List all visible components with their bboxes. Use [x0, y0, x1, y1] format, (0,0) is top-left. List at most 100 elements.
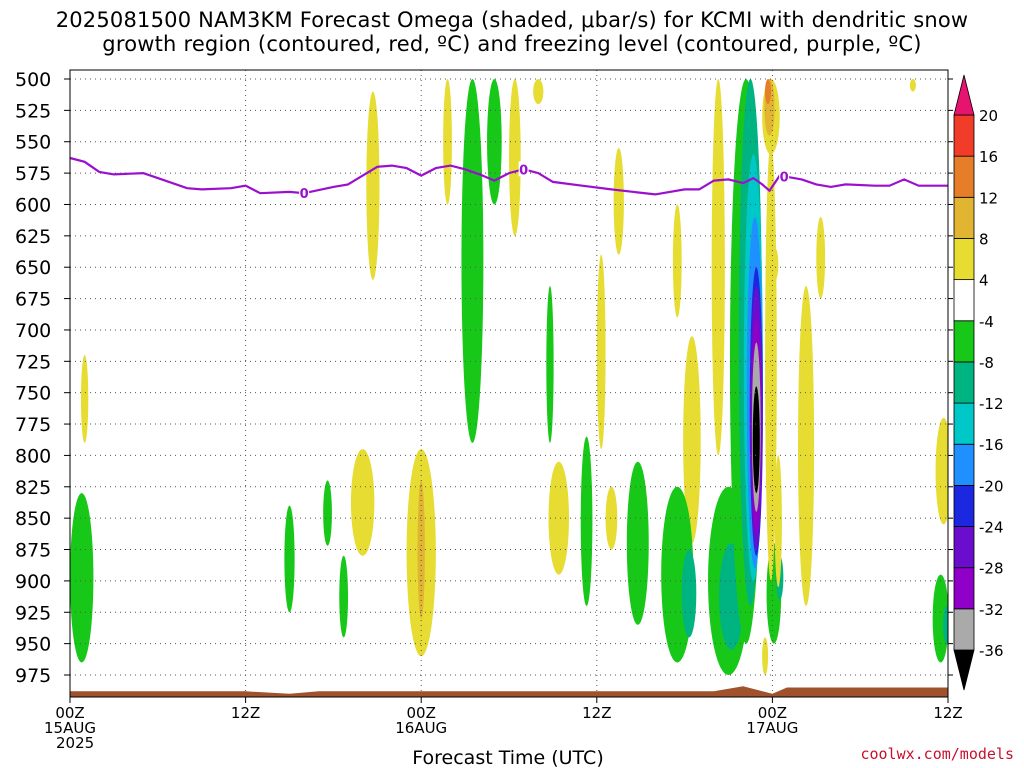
y-tick-label: 625 [15, 226, 51, 248]
omega-cell-16 [580, 436, 593, 606]
colorbar-label: 20 [979, 107, 998, 125]
colorbar-label: -24 [979, 519, 1004, 537]
x-tick-label: 15AUG [44, 719, 96, 737]
omega-cell-50 [935, 417, 948, 525]
y-tick-label: 850 [15, 508, 51, 530]
colorbar-bin [953, 608, 975, 651]
y-tick-label: 725 [15, 351, 51, 373]
omega-cell-25 [711, 79, 725, 456]
freezing-label-bg [299, 185, 310, 201]
x-tick-label: 00Z [55, 704, 84, 722]
omega-cell-47 [798, 286, 815, 606]
omega-cell-21 [672, 204, 682, 318]
omega-cell-13 [533, 79, 544, 105]
omega-cell-6 [366, 91, 380, 280]
omega-cell-18 [605, 486, 618, 550]
freezing-level-label: 0 [300, 187, 309, 202]
y-tick-label: 800 [15, 445, 51, 467]
colorbar-bin [953, 402, 975, 445]
source-credit: coolwx.com/models [860, 745, 1014, 763]
x-tick-label: 00Z [758, 704, 787, 722]
omega-cell-8 [417, 480, 425, 619]
x-tick-label: 12Z [933, 704, 962, 722]
freezing-label-bg [518, 161, 529, 177]
colorbar-label: 8 [979, 230, 989, 248]
omega-cell-45 [774, 455, 782, 588]
colorbar-bin [953, 114, 975, 157]
y-tick-label: 575 [15, 163, 51, 185]
colorbar-bin [953, 484, 975, 527]
omega-cell-1 [80, 355, 89, 443]
colorbar-label: -12 [979, 395, 1004, 413]
colorbar-label: -4 [979, 313, 994, 331]
y-tick-label: 950 [15, 634, 51, 656]
x-tick-label: 17AUG [746, 719, 798, 737]
colorbar-bin [953, 238, 975, 281]
y-tick-label: 650 [15, 257, 51, 279]
y-tick-label: 500 [15, 69, 51, 91]
omega-cell-12 [487, 79, 502, 205]
colorbar-bin [953, 526, 975, 569]
y-tick-label: 975 [15, 665, 51, 687]
colorbar-label: -16 [979, 436, 1004, 454]
freezing-level-layer: 0 0 0 [69, 156, 948, 202]
colorbar-label: 12 [979, 189, 998, 207]
ground-surface [70, 686, 948, 697]
colorbar-bin [953, 279, 975, 322]
omega-cell-10 [461, 78, 484, 443]
colorbar-bin [953, 196, 975, 239]
colorbar-bin [953, 155, 975, 198]
omega-cell-19 [626, 461, 649, 625]
omega-cell-48 [816, 217, 826, 299]
omega-cell-49 [909, 79, 916, 92]
omega-cell-51 [932, 574, 948, 663]
x-tick-label: 00Z [407, 704, 436, 722]
colorbar-bin [953, 320, 975, 363]
omega-cell-11 [509, 79, 521, 236]
y-axis: 500 525 550 575 600 625 650 675 700 725 750 775 800 8… [15, 69, 953, 687]
x-tick-label: 16AUG [395, 719, 447, 737]
omega-cell-20 [613, 148, 624, 255]
omega-cell-22 [683, 336, 701, 544]
colorbar-label: 16 [979, 148, 998, 166]
colorbar-label: -20 [979, 477, 1004, 495]
chart-title-line-2: growth region (contoured, red, ºC) and f… [102, 32, 922, 56]
omega-shading-layer [70, 78, 948, 675]
colorbar-bin [953, 567, 975, 610]
y-tick-label: 775 [15, 414, 51, 436]
colorbar-label: -32 [979, 601, 1004, 619]
omega-cell-14 [546, 286, 554, 443]
colorbar-label: -28 [979, 560, 1004, 578]
omega-cell-2 [284, 505, 295, 613]
ground-layer [70, 686, 948, 697]
y-tick-label: 700 [15, 320, 51, 342]
freezing-level-line [69, 156, 948, 196]
omega-cell-46 [772, 248, 779, 280]
omega-cell-40 [762, 637, 769, 675]
omega-cell-44 [765, 79, 772, 105]
colorbar-label: -36 [979, 642, 1004, 660]
freezing-level-label: 0 [780, 170, 789, 185]
colorbar-bin [953, 361, 975, 404]
omega-cell-17 [596, 254, 606, 450]
x-axis-label: Forecast Time (UTC) [412, 747, 603, 768]
colorbar: -36 -32 -28 -24 -20 -16 -12 -8 -4 4 8 12 16 20 [953, 74, 1004, 691]
y-tick-label: 550 [15, 132, 51, 154]
freezing-label-bg [779, 168, 790, 184]
omega-cell-0 [70, 493, 94, 663]
x-tick-label: 12Z [582, 704, 611, 722]
y-tick-label: 750 [15, 383, 51, 405]
y-tick-label: 675 [15, 289, 51, 311]
x-tick-label: 12Z [231, 704, 260, 722]
colorbar-label: 4 [979, 272, 989, 290]
omega-cell-15 [548, 461, 569, 575]
colorbar-bin [953, 649, 975, 691]
x-tick-label: 2025 [56, 734, 94, 752]
omega-cell-4 [339, 555, 349, 638]
omega-cell-24 [681, 549, 697, 638]
y-tick-label: 900 [15, 571, 51, 593]
y-tick-label: 525 [15, 100, 51, 122]
omega-cell-37 [752, 386, 760, 494]
colorbar-bin [953, 443, 975, 486]
